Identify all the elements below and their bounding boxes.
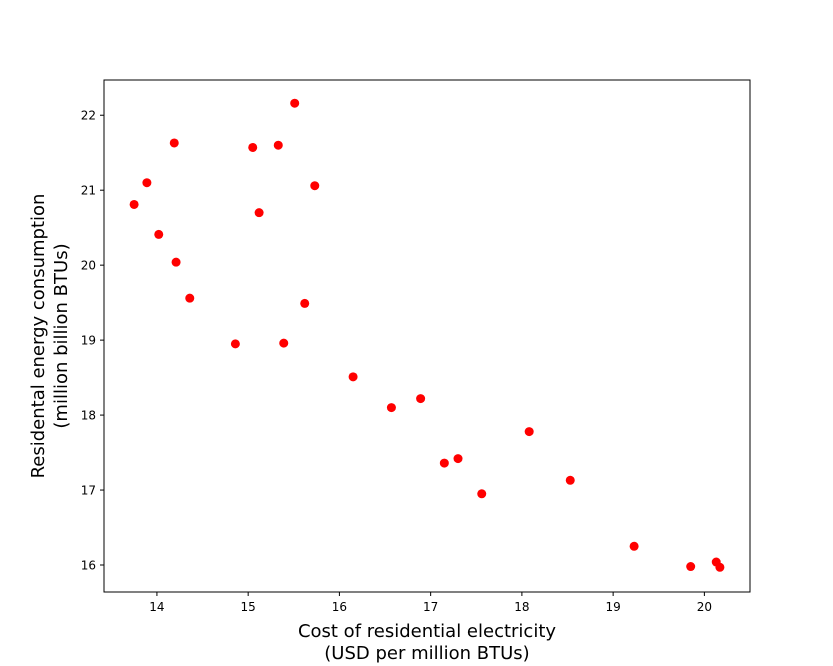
data-point xyxy=(154,229,164,239)
data-point xyxy=(477,489,487,499)
data-point xyxy=(142,178,152,188)
x-axis-ticks: 14 15 16 17 18 19 20 xyxy=(149,592,712,614)
x-tick-label: 15 xyxy=(241,600,256,614)
y-tick-label: 21 xyxy=(81,184,96,198)
y-tick-label: 18 xyxy=(81,409,96,423)
data-point xyxy=(629,541,639,551)
x-tick-label: 14 xyxy=(149,600,164,614)
y-tick-label: 16 xyxy=(81,559,96,573)
y-tick-label: 20 xyxy=(81,259,96,273)
data-point xyxy=(290,98,300,108)
data-point xyxy=(686,562,696,572)
y-axis-title-line-1: Residental energy consumption xyxy=(28,194,49,479)
data-point xyxy=(254,208,264,218)
data-point xyxy=(565,475,575,485)
y-tick-label: 22 xyxy=(81,109,96,123)
x-tick-label: 20 xyxy=(697,600,712,614)
data-point xyxy=(416,394,426,404)
y-axis-ticks: 16 17 18 19 20 21 22 xyxy=(81,109,104,573)
data-point xyxy=(386,403,396,413)
data-point xyxy=(715,562,725,572)
data-point xyxy=(171,257,181,267)
points-layer xyxy=(129,98,725,572)
x-tick-label: 17 xyxy=(423,600,438,614)
data-point xyxy=(453,454,463,464)
y-tick-label: 17 xyxy=(81,484,96,498)
x-axis-title-line-2: (USD per million BTUs) xyxy=(324,643,529,664)
data-point xyxy=(230,339,240,349)
data-point xyxy=(279,338,289,348)
y-axis-title-line-2: (million billion BTUs) xyxy=(51,243,72,428)
x-tick-label: 19 xyxy=(605,600,620,614)
x-tick-label: 18 xyxy=(514,600,529,614)
x-tick-label: 16 xyxy=(332,600,347,614)
data-point xyxy=(310,181,320,191)
data-point xyxy=(273,140,283,150)
data-point xyxy=(129,199,139,209)
plot-area-frame xyxy=(103,79,751,593)
x-axis-title-line-1: Cost of residential electricity xyxy=(298,621,556,642)
data-point xyxy=(300,298,310,308)
data-point xyxy=(439,458,449,468)
data-point xyxy=(248,142,258,152)
data-point xyxy=(348,372,358,382)
y-tick-label: 19 xyxy=(81,334,96,348)
data-point xyxy=(524,427,534,437)
data-point xyxy=(185,293,195,303)
data-point xyxy=(169,138,179,148)
